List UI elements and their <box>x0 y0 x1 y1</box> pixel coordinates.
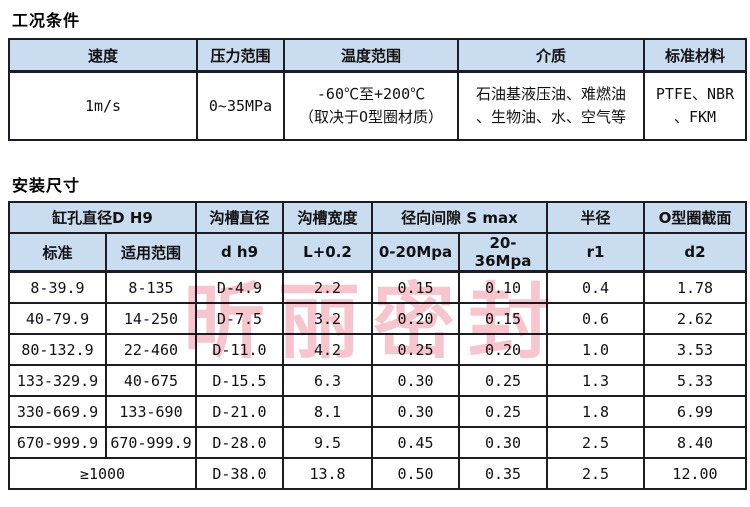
cell: D-38.0 <box>195 457 284 490</box>
cell: D-11.0 <box>195 333 284 366</box>
cell: 0.30 <box>371 364 460 397</box>
cell: 0.25 <box>458 364 548 397</box>
sub-header-r1: r1 <box>546 232 645 273</box>
sub-header-applicable-range: 适用范围 <box>105 232 197 273</box>
header-medium: 介质 <box>457 38 645 73</box>
installation-dimensions-table: 缸孔直径D H9 沟槽直径 沟槽宽度 径向间隙 S max 半径 O型圈截面 标… <box>8 201 747 490</box>
sub-header-d2: d2 <box>643 232 747 273</box>
conditions-section-title: 工况条件 <box>12 11 81 30</box>
cell: 80-132.9 <box>8 333 107 366</box>
medium-value: 石油基液压油、难燃油 、生物油、水、空气等 <box>457 70 645 141</box>
group-header-groove-diameter: 沟槽直径 <box>195 201 284 234</box>
header-temperature-range: 温度范围 <box>283 38 459 73</box>
cell: 2.5 <box>546 426 645 459</box>
speed-value: 1m/s <box>8 70 198 141</box>
cell: 0.4 <box>546 270 645 304</box>
cell: 2.5 <box>546 457 645 490</box>
cell: 1.8 <box>546 395 645 428</box>
cell: 40-79.9 <box>8 302 107 335</box>
cell: 3.2 <box>282 302 373 335</box>
dimensions-sub-header-row: 标准 适用范围 d h9 L+0.2 0-20Mpa 20-36Mpa r1 d… <box>8 232 747 273</box>
dimensions-section-title: 安装尺寸 <box>12 176 81 195</box>
working-conditions-table: 速度 压力范围 温度范围 介质 标准材料 1m/s 0~35MPa -60℃至+… <box>8 38 747 141</box>
cell: 4.2 <box>282 333 373 366</box>
table-row: 8-39.9 8-135 D-4.9 2.2 0.15 0.10 0.4 1.7… <box>8 270 747 304</box>
cell: 0.25 <box>458 395 548 428</box>
cell: 2.2 <box>282 270 373 304</box>
sub-header-20-36mpa: 20-36Mpa <box>458 232 548 273</box>
cell: 8-39.9 <box>8 270 107 304</box>
cell: 3.53 <box>643 333 747 366</box>
cell: 0.15 <box>371 270 460 304</box>
group-header-radial-clearance: 径向间隙 S max <box>371 201 548 234</box>
cell: 8.40 <box>643 426 747 459</box>
cell: 22-460 <box>105 333 197 366</box>
cell: 14-250 <box>105 302 197 335</box>
cell: D-21.0 <box>195 395 284 428</box>
cell: 0.20 <box>458 333 548 366</box>
cell: 0.15 <box>458 302 548 335</box>
cell: 0.6 <box>546 302 645 335</box>
group-header-groove-width: 沟槽宽度 <box>282 201 373 234</box>
cell: 133-690 <box>105 395 197 428</box>
group-header-radius: 半径 <box>546 201 645 234</box>
cell: D-4.9 <box>195 270 284 304</box>
pressure-value: 0~35MPa <box>196 70 285 141</box>
header-speed: 速度 <box>8 38 198 73</box>
cell: 0.20 <box>371 302 460 335</box>
cell: 9.5 <box>282 426 373 459</box>
cell: 670-999.9 <box>105 426 197 459</box>
sub-header-0-20mpa: 0-20Mpa <box>371 232 460 273</box>
sub-header-standard: 标准 <box>8 232 107 273</box>
group-header-oring-section: O型圈截面 <box>643 201 747 234</box>
header-pressure-range: 压力范围 <box>196 38 285 73</box>
cell: 330-669.9 <box>8 395 107 428</box>
cell: 1.0 <box>546 333 645 366</box>
cell: 5.33 <box>643 364 747 397</box>
cell: 40-675 <box>105 364 197 397</box>
cell-merged-range: ≥1000 <box>8 457 197 490</box>
cell: 0.25 <box>371 333 460 366</box>
sub-header-d-h9: d h9 <box>195 232 284 273</box>
header-standard-material: 标准材料 <box>643 38 747 73</box>
conditions-data-row: 1m/s 0~35MPa -60℃至+200℃ （取决于O型圈材质） 石油基液压… <box>8 70 747 141</box>
cell: D-15.5 <box>195 364 284 397</box>
cell: 8-135 <box>105 270 197 304</box>
conditions-header-row: 速度 压力范围 温度范围 介质 标准材料 <box>8 38 747 73</box>
table-row-merged: ≥1000 D-38.0 13.8 0.50 0.35 2.5 12.00 <box>8 457 747 490</box>
table-row: 40-79.9 14-250 D-7.5 3.2 0.20 0.15 0.6 2… <box>8 302 747 335</box>
cell: 12.00 <box>643 457 747 490</box>
dimensions-group-header-row: 缸孔直径D H9 沟槽直径 沟槽宽度 径向间隙 S max 半径 O型圈截面 <box>8 201 747 234</box>
table-row: 80-132.9 22-460 D-11.0 4.2 0.25 0.20 1.0… <box>8 333 747 366</box>
cell: 0.35 <box>458 457 548 490</box>
cell: 1.3 <box>546 364 645 397</box>
cell: 0.30 <box>458 426 548 459</box>
cell: 1.78 <box>643 270 747 304</box>
cell: 0.45 <box>371 426 460 459</box>
table-row: 133-329.9 40-675 D-15.5 6.3 0.30 0.25 1.… <box>8 364 747 397</box>
cell: D-7.5 <box>195 302 284 335</box>
cell: 0.10 <box>458 270 548 304</box>
cell: D-28.0 <box>195 426 284 459</box>
cell: 2.62 <box>643 302 747 335</box>
material-value: PTFE、NBR 、FKM <box>643 70 747 141</box>
cell: 6.3 <box>282 364 373 397</box>
cell: 0.50 <box>371 457 460 490</box>
cell: 6.99 <box>643 395 747 428</box>
cell: 0.30 <box>371 395 460 428</box>
cell: 133-329.9 <box>8 364 107 397</box>
table-row: 330-669.9 133-690 D-21.0 8.1 0.30 0.25 1… <box>8 395 747 428</box>
cell: 13.8 <box>282 457 373 490</box>
group-header-bore-diameter: 缸孔直径D H9 <box>8 201 197 234</box>
table-row: 670-999.9 670-999.9 D-28.0 9.5 0.45 0.30… <box>8 426 747 459</box>
sub-header-l-tolerance: L+0.2 <box>282 232 373 273</box>
temperature-value: -60℃至+200℃ （取决于O型圈材质） <box>283 70 459 141</box>
cell: 8.1 <box>282 395 373 428</box>
cell: 670-999.9 <box>8 426 107 459</box>
